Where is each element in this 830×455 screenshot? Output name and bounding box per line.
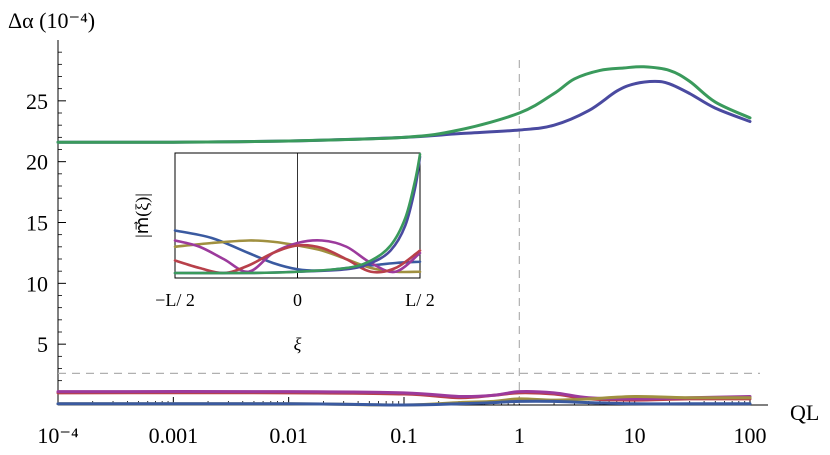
inset-x-tick-label: 0 <box>293 290 302 310</box>
main-series-line-2 <box>56 65 752 144</box>
inset-x-tick-label: −L/ 2 <box>155 290 195 310</box>
x-tick-label: 100 <box>734 423 767 448</box>
y-tick-label: 5 <box>37 332 48 357</box>
x-tick-label: 1 <box>514 423 525 448</box>
y-tick-label: 10 <box>26 271 48 296</box>
main-series-line-6 <box>56 399 752 407</box>
x-tick-label: 10 <box>624 423 646 448</box>
x-tick-label: 0.1 <box>390 423 418 448</box>
y-tick-label: 20 <box>26 150 48 175</box>
x-axis-title: QL <box>790 400 819 425</box>
inset-x-tick-label: L/ 2 <box>405 290 435 310</box>
inset-y-axis-title: |m⃗(ξ)| <box>132 193 153 238</box>
y-axis-title: Δα (10⁻⁴) <box>8 8 95 33</box>
x-tick-label: 10⁻⁴ <box>37 423 79 448</box>
x-tick-label: 0.01 <box>269 423 308 448</box>
y-tick-label: 15 <box>26 211 48 236</box>
main-plot: 10⁻⁴ 0.001 0.01 0.1 1 10 100 5 10 15 20 25 QL Δα (10⁻… <box>8 8 819 448</box>
x-tick-label: 0.001 <box>149 423 199 448</box>
inset-series-line-6 <box>173 152 422 275</box>
inset-plot: −L/ 2 0 L/ 2 ξ |m⃗(ξ)| <box>132 152 435 354</box>
y-tick-label: 25 <box>26 89 48 114</box>
inset-x-axis-title: ξ <box>294 334 302 354</box>
main-series-line-4 <box>56 389 752 401</box>
inset-series-line-3 <box>173 239 422 274</box>
main-series-line-1 <box>56 79 752 144</box>
